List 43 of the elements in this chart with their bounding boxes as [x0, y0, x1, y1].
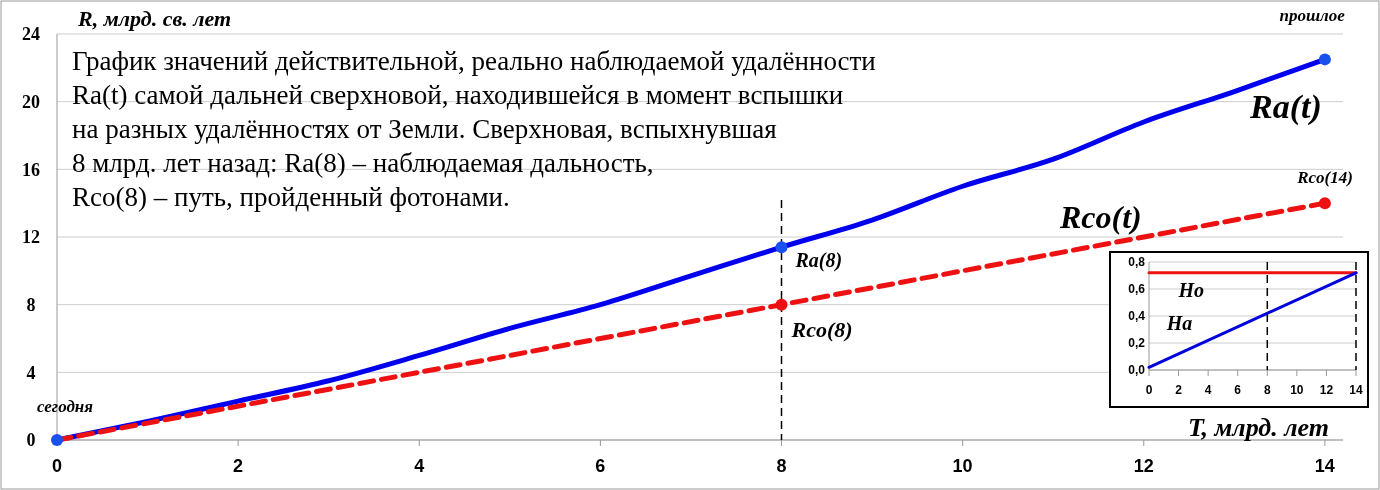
y-axis-title: R, млрд. св. лет: [77, 6, 232, 31]
series-label: Ha: [1165, 311, 1193, 334]
point: [1318, 197, 1331, 210]
y-tick-label: 0,8: [1128, 255, 1146, 270]
annotation: Rco(14): [1296, 168, 1353, 188]
y-tick-label: 0,4: [1128, 309, 1146, 324]
y-tick-label: 20: [22, 91, 40, 112]
y-tick-label: 8: [26, 294, 36, 315]
x-tick-label: 8: [1263, 383, 1271, 397]
x-axis-title: T, млрд. лет: [1188, 413, 1329, 442]
x-tick-label: 8: [776, 456, 787, 476]
series-label: Ho: [1177, 279, 1205, 301]
x-tick-label: 0: [51, 456, 63, 476]
x-tick-label: 10: [952, 456, 973, 476]
x-tick-label: 6: [595, 456, 606, 476]
y-tick-label: 16: [22, 159, 40, 180]
x-tick-label: 6: [1234, 383, 1242, 397]
annotation: Ra(8): [794, 249, 843, 273]
point: [1318, 53, 1331, 66]
x-tick-label: 2: [233, 456, 244, 476]
y-tick-label: 4: [26, 362, 36, 383]
y-tick-label: 12: [22, 227, 40, 248]
y-tick-label: 0,2: [1128, 336, 1146, 351]
x-tick-label: 4: [414, 456, 425, 476]
series-label: Rco(t): [1059, 199, 1142, 235]
y-tick-label: 0: [26, 430, 36, 451]
series-label: Ra(t): [1249, 88, 1322, 126]
point: [51, 434, 63, 446]
x-tick-label: 12: [1319, 383, 1334, 397]
x-tick-label: 4: [1204, 383, 1212, 397]
y-tick-label: 0,6: [1128, 282, 1146, 297]
x-tick-label: 14: [1349, 383, 1363, 397]
point: [775, 298, 788, 311]
y-tick-label: 0,0: [1128, 363, 1146, 378]
x-tick-label: 14: [1314, 456, 1335, 476]
annotation: прошлое: [1279, 6, 1346, 26]
annotation: Rco(8): [790, 316, 853, 342]
point: [775, 241, 788, 254]
x-tick-label: 2: [1175, 383, 1183, 397]
annotation: График значений действительной, реально наблюдаемой удалённости Ra(t) самой дальней сверхновой, находившейся в момент вспышки на разных удалённостях от Земли. Сверхновая, вспыхнувшая 8 млрд. лет назад: Ra(8) – наблюдаемая дальность, Rco(8) – путь, пройденный фотонами.: [72, 46, 876, 212]
y-tick-label: 24: [22, 24, 40, 45]
x-tick-label: 10: [1290, 383, 1304, 397]
annotation: сегодня: [37, 397, 94, 416]
